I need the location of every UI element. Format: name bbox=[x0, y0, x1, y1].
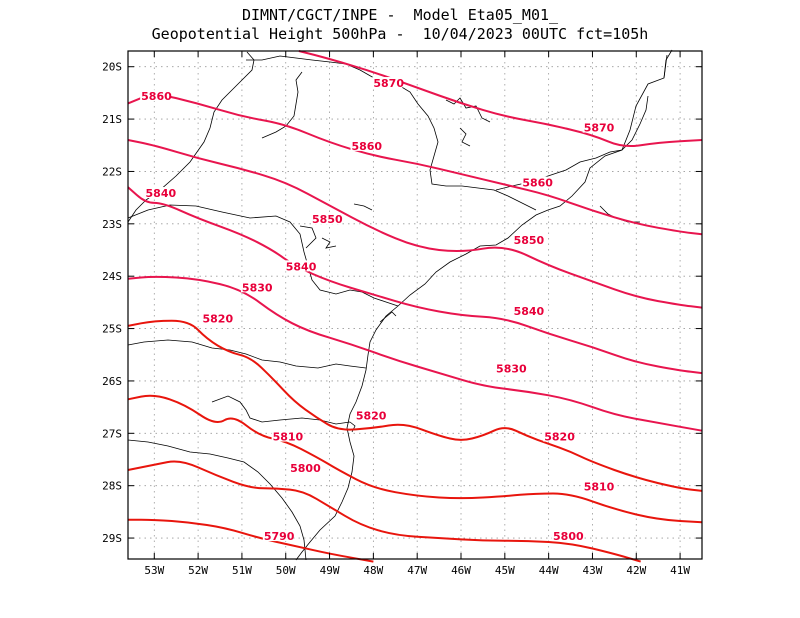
contour-label-5840: 5840 bbox=[514, 305, 545, 318]
x-tick-label: 46W bbox=[451, 564, 471, 577]
contour-label-bg bbox=[372, 77, 403, 89]
contour-label-5870: 5870 bbox=[373, 77, 404, 90]
contour-label-5830: 5830 bbox=[496, 362, 527, 375]
contour-label-5850: 5850 bbox=[312, 213, 343, 226]
x-tick-label: 53W bbox=[144, 564, 164, 577]
contour-5810 bbox=[127, 394, 703, 524]
contour-5830 bbox=[127, 275, 703, 432]
coast-paranagua bbox=[379, 311, 397, 323]
contour-label-5860: 5860 bbox=[522, 177, 553, 190]
contour-label-5810: 5810 bbox=[273, 431, 304, 444]
contour-label-bg bbox=[201, 312, 232, 324]
x-tick-label: 50W bbox=[276, 564, 296, 577]
y-tick-label: 22S bbox=[102, 165, 122, 178]
state-border bbox=[621, 95, 649, 151]
contour-label-bg bbox=[140, 90, 171, 102]
state-border bbox=[299, 225, 317, 249]
contour-5840 bbox=[127, 186, 703, 375]
contour-label-5840: 5840 bbox=[146, 187, 177, 200]
contour-label-bg bbox=[350, 139, 381, 151]
y-tick-label: 24S bbox=[102, 270, 122, 283]
contour-label-bg bbox=[240, 281, 271, 293]
x-tick-label: 45W bbox=[495, 564, 515, 577]
contour-label-5800: 5800 bbox=[553, 530, 584, 543]
y-tick-label: 26S bbox=[102, 375, 122, 388]
state-border bbox=[261, 71, 303, 139]
contour-label-bg bbox=[582, 121, 613, 133]
y-tick-label: 28S bbox=[102, 480, 122, 493]
plot-frame bbox=[127, 50, 703, 560]
state-border bbox=[663, 49, 673, 79]
contour-label-5800: 5800 bbox=[290, 462, 321, 475]
x-tick-label: 49W bbox=[320, 564, 340, 577]
y-tick-label: 25S bbox=[102, 323, 122, 336]
reservoir bbox=[321, 237, 337, 249]
contour-label-bg bbox=[582, 480, 613, 492]
state-border bbox=[127, 439, 307, 561]
x-tick-label: 48W bbox=[363, 564, 383, 577]
contour-label-5790: 5790 bbox=[264, 530, 295, 543]
y-tick-label: 21S bbox=[102, 113, 122, 126]
axis-ticks: 53W 52W 51W 50W 49W 48W 47W 46W 45W 44W 43W 42W 41W 2… bbox=[102, 51, 702, 577]
coastline bbox=[295, 54, 668, 561]
x-tick-label: 43W bbox=[583, 564, 603, 577]
x-tick-label: 41W bbox=[670, 564, 690, 577]
contour-label-5820: 5820 bbox=[544, 431, 575, 444]
x-tick-label: 42W bbox=[626, 564, 646, 577]
state-border bbox=[246, 55, 537, 211]
contour-label-5860: 5860 bbox=[351, 140, 382, 153]
contour-label-bg bbox=[284, 260, 315, 272]
x-tick-label: 52W bbox=[188, 564, 208, 577]
contour-5860 bbox=[127, 94, 703, 236]
contour-label-5820: 5820 bbox=[356, 410, 387, 423]
contour-5850 bbox=[127, 139, 703, 309]
reservoir bbox=[445, 97, 491, 123]
y-tick-label: 29S bbox=[102, 532, 122, 545]
contour-labels: 5870 5870 5860 5860 5860 5850 5850 5840 5840 5840… bbox=[140, 77, 615, 543]
state-border bbox=[127, 339, 367, 369]
contour-label-5850: 5850 bbox=[514, 234, 545, 247]
contour-label-bg bbox=[289, 461, 320, 473]
contour-label-bg bbox=[512, 304, 543, 316]
y-tick-label: 23S bbox=[102, 218, 122, 231]
y-tick-label: 20S bbox=[102, 61, 122, 74]
x-tick-label: 51W bbox=[232, 564, 252, 577]
contour-label-5860: 5860 bbox=[141, 90, 172, 103]
contour-label-bg bbox=[271, 430, 302, 442]
contour-label-bg bbox=[311, 213, 342, 225]
contour-label-bg bbox=[262, 530, 293, 542]
coastline-and-borders bbox=[127, 49, 673, 561]
title-line-1: DIMNT/CGCT/INPE - Model Eta05_M01_ bbox=[241, 6, 559, 24]
contour-5870 bbox=[298, 50, 703, 148]
contour-label-5870: 5870 bbox=[584, 122, 615, 135]
reservoir bbox=[353, 203, 373, 211]
state-border bbox=[495, 149, 623, 191]
contour-5790 bbox=[128, 518, 374, 563]
contour-label-5830: 5830 bbox=[242, 281, 273, 294]
contour-label-bg bbox=[354, 409, 385, 421]
contour-label-bg bbox=[495, 362, 526, 374]
contour-label-bg bbox=[144, 187, 175, 199]
contour-5800 bbox=[127, 460, 641, 563]
y-tick-label: 27S bbox=[102, 427, 122, 440]
grid-lines bbox=[128, 51, 702, 559]
contour-label-bg bbox=[521, 176, 552, 188]
reservoir bbox=[459, 127, 471, 147]
contour-label-bg bbox=[512, 234, 543, 246]
x-tick-label: 44W bbox=[539, 564, 559, 577]
contour-label-5820: 5820 bbox=[202, 313, 233, 326]
x-tick-label: 47W bbox=[407, 564, 427, 577]
contour-label-bg bbox=[552, 530, 583, 542]
contour-5820 bbox=[127, 319, 703, 492]
contour-label-bg bbox=[543, 430, 574, 442]
state-border bbox=[211, 395, 351, 425]
height-contours bbox=[127, 50, 703, 563]
title-line-2: Geopotential Height 500hPa - 10/04/2023 … bbox=[151, 25, 649, 43]
contour-label-5810: 5810 bbox=[584, 480, 615, 493]
contour-label-5840: 5840 bbox=[286, 260, 317, 273]
